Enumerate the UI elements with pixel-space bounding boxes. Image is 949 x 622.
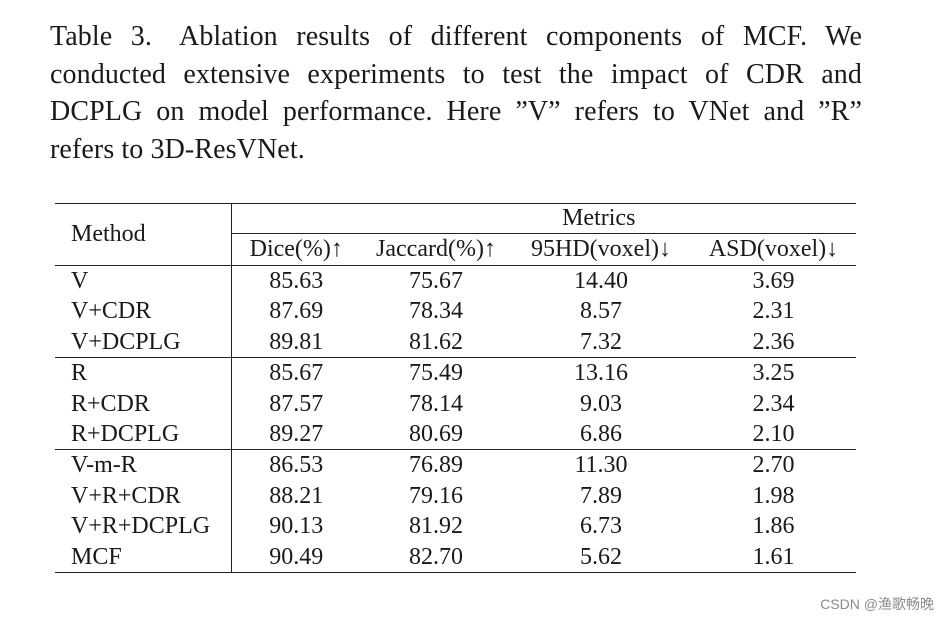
jaccard-cell: 80.69 [409,421,463,448]
jaccard-cell: 76.89 [409,452,463,479]
hd95-cell: 6.73 [580,513,622,540]
asd-cell: 2.34 [752,390,795,417]
asd-cell: 1.86 [752,513,795,540]
dice-cell: 87.57 [269,390,324,417]
dice-cell: 89.27 [269,421,324,448]
hd95-cell: 8.57 [580,298,622,325]
asd-cell: 3.69 [752,268,795,294]
dice-cell: 88.21 [269,482,324,509]
jaccard-cell: 81.92 [409,513,463,540]
dice-cell: 86.53 [269,452,324,479]
watermark: CSDN @渔歌畅晚 [820,596,934,612]
hd95-cell: 9.03 [580,390,622,417]
dice-cell: 89.81 [269,328,324,355]
table-row: V+DCPLG 89.81 81.62 7.32 2.36 [55,326,856,358]
hd95-cell: 14.40 [574,268,628,294]
table-caption: Table 3. Ablation results of different c… [50,18,862,168]
jaccard-cell: 78.14 [409,390,463,417]
table-row: R+DCPLG 89.27 80.69 6.86 2.10 [55,419,856,450]
caption-label: Table 3. [50,21,153,52]
method-cell: MCF [55,541,232,573]
table-body: V 85.63 75.67 14.40 3.69 V+CDR 87.69 78.34 8.57 2… [55,265,856,573]
table-row: V+CDR 87.69 78.34 8.57 2.31 [55,296,856,327]
method-column-header: Method [55,203,232,266]
hd95-cell: 7.32 [580,328,622,355]
table-row: V+R+CDR 88.21 79.16 7.89 1.98 [55,480,856,512]
table-header: Method Metrics Dice(%)↑ Jaccard(%)↑ 95HD… [55,203,856,266]
table-row: V 85.63 75.67 14.40 3.69 [55,265,856,297]
asd-cell: 2.70 [752,452,795,479]
method-cell: V+R+DCPLG [55,511,232,542]
table-row: MCF 90.49 82.70 5.62 1.61 [55,541,856,573]
jaccard-cell: 75.49 [409,360,463,387]
method-cell: V [55,265,232,297]
dice-cell: 87.69 [269,298,324,325]
column-header-asd: ASD(voxel)↓ [708,236,839,262]
hd95-cell: 11.30 [574,452,628,479]
method-cell: V-m-R [55,449,232,481]
hd95-cell: 6.86 [580,421,622,448]
dice-cell: 85.63 [269,268,324,294]
asd-cell: 3.25 [752,360,795,387]
asd-cell: 2.10 [752,421,795,448]
dice-cell: 90.49 [269,543,324,570]
ablation-table: Method Metrics Dice(%)↑ Jaccard(%)↑ 95HD… [55,203,856,573]
caption-text: Ablation results of different components… [50,21,862,165]
dice-cell: 85.67 [269,360,324,387]
column-header-95hd: 95HD(voxel)↓ [531,236,671,262]
hd95-cell: 5.62 [580,543,622,570]
hd95-cell: 7.89 [580,482,622,509]
table-row: V-m-R 86.53 76.89 11.30 2.70 [55,449,856,481]
dice-cell: 90.13 [269,513,324,540]
jaccard-cell: 81.62 [409,328,463,355]
column-header-jaccard: Jaccard(%)↑ [376,236,496,262]
metrics-group-header: Metrics [231,203,856,234]
jaccard-cell: 82.70 [409,543,463,570]
method-cell: V+CDR [55,296,232,327]
asd-cell: 2.36 [752,328,795,355]
method-cell: V+DCPLG [55,326,232,358]
asd-cell: 1.98 [752,482,795,509]
ablation-table-container: Method Metrics Dice(%)↑ Jaccard(%)↑ 95HD… [55,203,856,573]
table-row: V+R+DCPLG 90.13 81.92 6.73 1.86 [55,511,856,542]
table-row: R 85.67 75.49 13.16 3.25 [55,357,856,389]
method-cell: V+R+CDR [55,480,232,512]
method-cell: R+CDR [55,388,232,420]
asd-cell: 1.61 [752,543,795,570]
method-cell: R+DCPLG [55,419,232,450]
method-cell: R [55,357,232,389]
jaccard-cell: 78.34 [409,298,463,325]
column-header-dice: Dice(%)↑ [249,236,343,262]
table-row: R+CDR 87.57 78.14 9.03 2.34 [55,388,856,420]
asd-cell: 2.31 [752,298,795,325]
hd95-cell: 13.16 [574,360,628,387]
jaccard-cell: 75.67 [409,268,463,294]
jaccard-cell: 79.16 [409,482,463,509]
